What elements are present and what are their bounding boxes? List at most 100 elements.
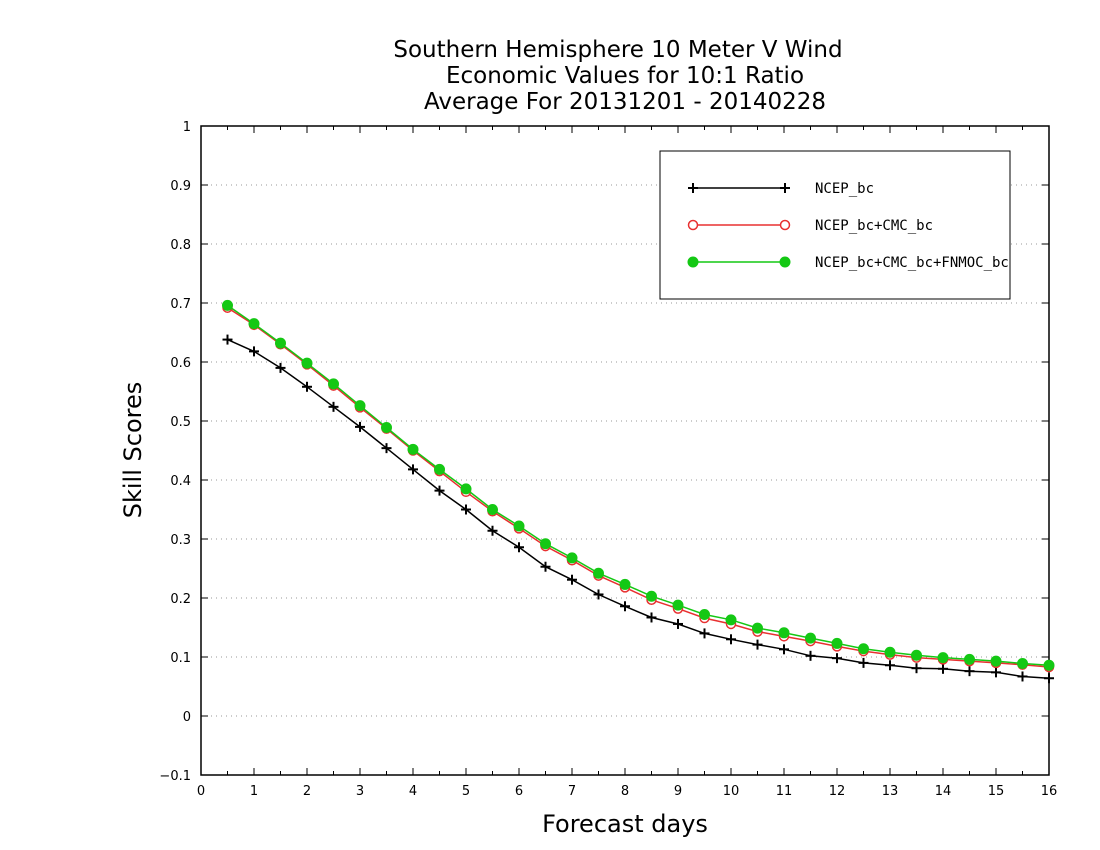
data-point: [620, 601, 630, 612]
y-tick-label: 0.6: [170, 356, 191, 371]
x-tick-label: 0: [197, 784, 205, 799]
legend-entry: NCEP_bc+CMC_bc: [687, 218, 933, 234]
data-point: [832, 653, 842, 664]
data-point: [990, 655, 1002, 667]
legend-label: NCEP_bc+CMC_bc: [815, 218, 933, 234]
y-tick-label: 0.9: [170, 179, 191, 194]
legend: NCEP_bc NCEP_bc+CMC_bc NCEP_bc+CMC_bc+FNMO…: [659, 150, 1011, 300]
y-tick-label: 0.1: [170, 651, 191, 666]
x-tick-label: 15: [988, 784, 1005, 799]
data-point: [408, 464, 418, 475]
x-axis-label: Forecast days: [542, 810, 708, 838]
data-point: [964, 666, 975, 677]
data-point: [858, 643, 869, 655]
legend-label: NCEP_bc: [815, 181, 874, 197]
data-point: [248, 318, 260, 330]
data-point: [885, 660, 895, 671]
y-tick-label: 0.4: [170, 474, 191, 489]
y-tick-label: 0.5: [170, 415, 191, 430]
data-point: [937, 652, 949, 664]
data-point: [593, 589, 604, 600]
data-point: [1044, 673, 1054, 684]
y-tick-label: 0.2: [170, 592, 191, 607]
data-point: [487, 525, 498, 536]
y-tick-label: 0: [183, 710, 191, 725]
data-point: [222, 334, 233, 345]
series-line: [227, 307, 1050, 668]
data-point: [938, 663, 948, 674]
y-tick-label: 0.3: [170, 533, 191, 548]
legend-marker: [687, 219, 699, 231]
legend-entry: NCEP_bc: [688, 181, 874, 197]
x-tick-label: 2: [303, 784, 311, 799]
data-point: [328, 378, 339, 390]
data-point: [461, 504, 471, 515]
data-point: [805, 632, 816, 644]
data-point: [672, 599, 684, 611]
series-2: [222, 302, 1055, 673]
series-3: [222, 299, 1055, 671]
data-point: [699, 609, 710, 621]
data-point: [381, 443, 392, 454]
y-tick-label: −0.1: [159, 769, 191, 784]
data-point: [540, 561, 551, 572]
chart-title-line-3: Average For 20131201 - 20140228: [424, 89, 826, 115]
axis-ticks: −0.100.10.20.30.40.50.60.70.80.910 1 2 3 4 5 6…: [159, 120, 1057, 799]
x-tick-label: 4: [409, 784, 417, 799]
x-tick-label: 13: [882, 784, 899, 799]
legend-label: NCEP_bc+CMC_bc+FNMOC_bc: [815, 255, 1009, 271]
data-point: [964, 653, 975, 665]
x-tick-label: 10: [723, 784, 740, 799]
legend-marker: [688, 183, 698, 193]
data-point: [434, 463, 445, 475]
data-point: [328, 401, 339, 412]
data-point: [301, 357, 313, 369]
data-point: [831, 637, 843, 649]
data-point: [805, 650, 816, 661]
data-point: [991, 667, 1001, 678]
data-point: [487, 504, 498, 515]
y-axis-label: Skill Scores: [119, 382, 147, 519]
x-tick-label: 9: [674, 784, 682, 799]
data-point: [646, 612, 657, 623]
x-tick-label: 14: [935, 784, 952, 799]
legend-marker: [779, 219, 791, 231]
data-point: [779, 644, 789, 655]
data-point: [566, 552, 578, 564]
data-point: [567, 574, 577, 585]
y-tick-label: 1: [183, 120, 191, 135]
x-tick-label: 6: [515, 784, 523, 799]
data-point: [355, 421, 365, 432]
data-point: [778, 627, 790, 639]
data-point: [752, 622, 763, 634]
data-point: [1017, 671, 1028, 682]
data-point: [513, 520, 525, 532]
data-point: [275, 337, 286, 349]
data-point: [884, 646, 896, 658]
data-point: [249, 346, 259, 357]
data-point: [911, 663, 922, 674]
data-point: [726, 634, 736, 645]
data-point: [540, 538, 551, 550]
series-1: [222, 334, 1054, 684]
legend-marker: [780, 183, 790, 193]
chart-title-line-2: Economic Values for 10:1 Ratio: [446, 63, 804, 89]
data-point: [460, 483, 472, 495]
x-tick-label: 3: [356, 784, 364, 799]
data-point: [646, 590, 657, 602]
data-point: [222, 299, 233, 311]
data-point: [381, 421, 392, 433]
data-point: [752, 639, 763, 650]
series-line: [227, 338, 1050, 679]
y-tick-label: 0.7: [170, 297, 191, 312]
data-point: [619, 578, 631, 590]
legend-marker: [779, 256, 791, 268]
data-point: [725, 614, 737, 626]
data-point: [858, 657, 869, 668]
data-point: [593, 567, 604, 579]
data-point: [275, 362, 286, 373]
legend-entry: NCEP_bc+CMC_bc+FNMOC_bc: [687, 255, 1009, 271]
x-tick-label: 7: [568, 784, 576, 799]
x-tick-label: 1: [250, 784, 258, 799]
